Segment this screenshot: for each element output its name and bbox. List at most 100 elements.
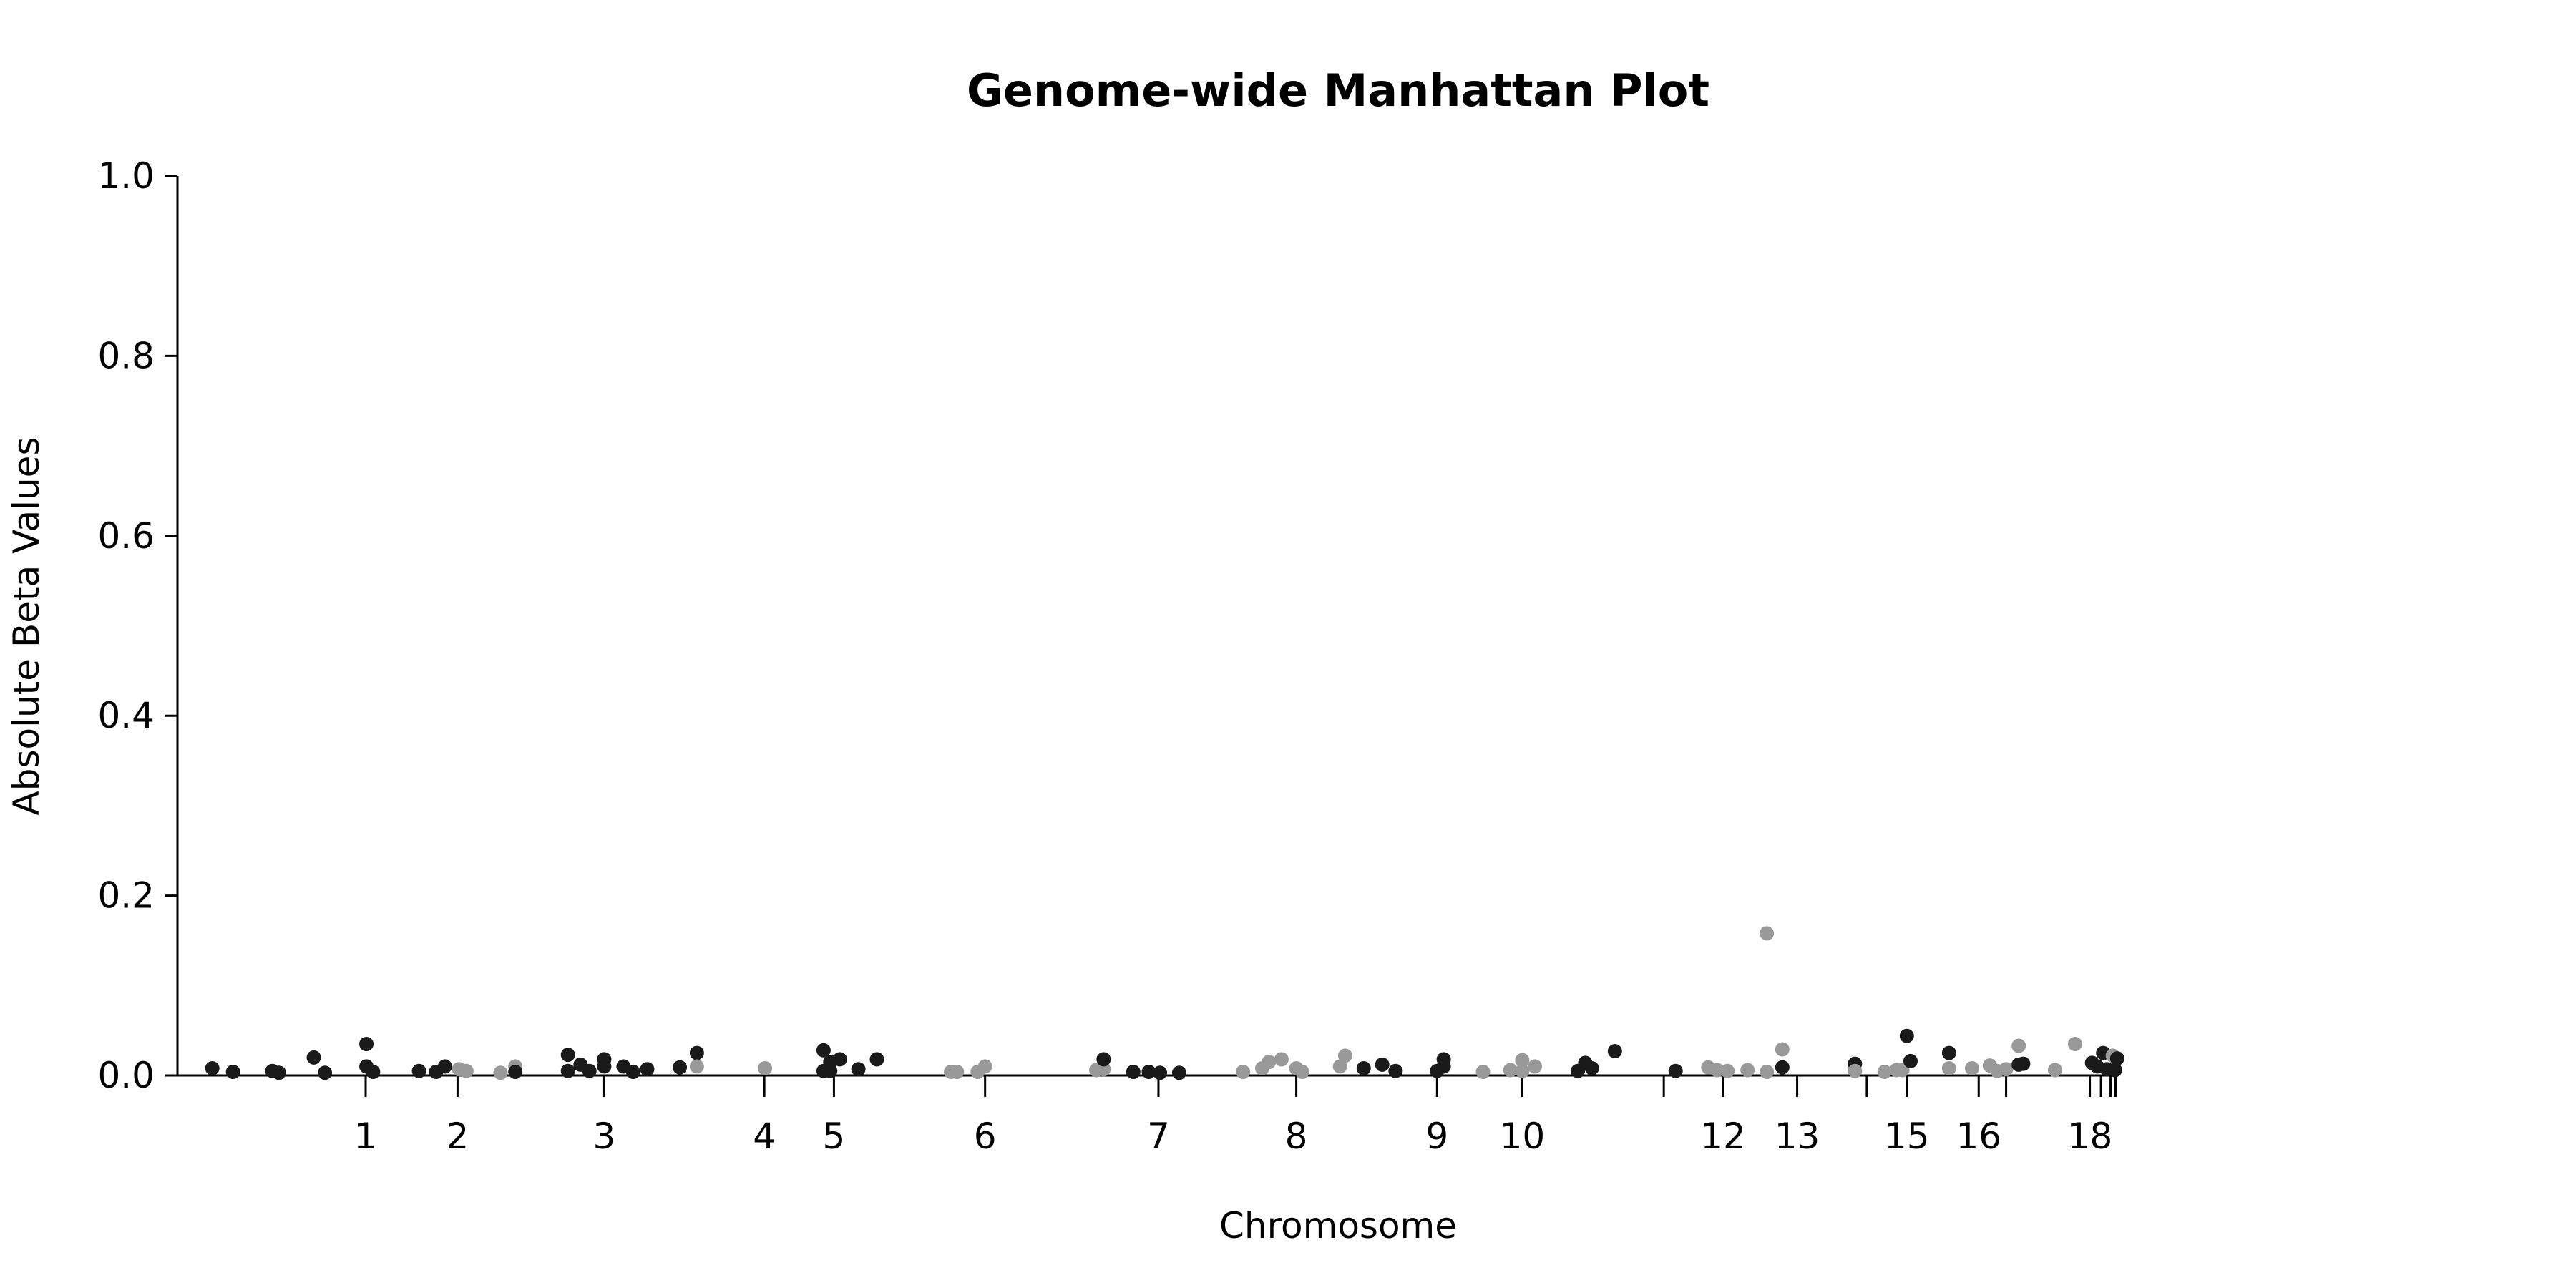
data-point: [2067, 1037, 2082, 1052]
data-point: [1760, 1064, 1775, 1079]
data-point: [1171, 1065, 1186, 1080]
data-point: [1607, 1044, 1622, 1059]
x-tick-label: 10: [1500, 1116, 1546, 1157]
data-point: [271, 1065, 286, 1080]
data-point: [1775, 1042, 1790, 1057]
x-tick-label: 16: [1956, 1116, 2001, 1157]
data-point: [2047, 1063, 2062, 1078]
data-point: [1527, 1059, 1542, 1074]
data-point: [1503, 1063, 1518, 1078]
data-point: [1899, 1028, 1914, 1043]
x-tick-label: 9: [1425, 1116, 1448, 1157]
data-point: [1294, 1064, 1309, 1079]
data-point: [1153, 1065, 1168, 1080]
x-tick-label: 3: [593, 1116, 616, 1157]
data-point: [560, 1048, 575, 1063]
data-point: [411, 1063, 426, 1078]
x-axis-label: Chromosome: [1219, 1205, 1457, 1246]
data-point: [1877, 1064, 1892, 1079]
x-tick-label: 13: [1775, 1116, 1820, 1157]
data-point: [560, 1063, 575, 1078]
data-point: [1375, 1057, 1390, 1072]
data-point: [2016, 1056, 2031, 1071]
chart-title: Genome-wide Manhattan Plot: [967, 64, 1709, 117]
data-point: [1941, 1060, 1956, 1075]
data-point: [1760, 926, 1775, 941]
x-tick-label: 1: [354, 1116, 377, 1157]
y-tick-label: 0.6: [97, 515, 155, 557]
y-tick-label: 0.2: [97, 875, 155, 917]
data-point: [1941, 1045, 1956, 1060]
data-point: [493, 1065, 508, 1080]
y-tick-label: 0.4: [97, 695, 155, 736]
x-axis: 1 2 3 4 5 6 7 8 9 10 12 13 15 16 18: [177, 1074, 2117, 1157]
x-tick-label: 6: [974, 1116, 997, 1157]
data-point: [1584, 1060, 1599, 1075]
data-point: [758, 1060, 773, 1075]
data-point: [673, 1060, 688, 1075]
data-point: [1740, 1063, 1755, 1078]
data-point: [2011, 1038, 2026, 1053]
data-point: [205, 1060, 220, 1075]
y-axis: 0.0 0.2 0.4 0.6 0.8 1.0: [97, 155, 179, 1096]
data-point: [1388, 1063, 1403, 1078]
data-point: [640, 1062, 655, 1077]
x-tick-label: 18: [2067, 1116, 2113, 1157]
data-point: [950, 1064, 965, 1079]
data-point: [1274, 1052, 1289, 1067]
data-point: [437, 1059, 452, 1074]
data-point: [359, 1037, 374, 1052]
y-tick-label: 0.0: [97, 1055, 155, 1096]
x-tick-label: 2: [447, 1116, 469, 1157]
x-tick-label: 12: [1700, 1116, 1746, 1157]
data-points: [205, 926, 2124, 1080]
data-point: [1709, 1063, 1724, 1078]
data-point: [366, 1064, 381, 1079]
data-point: [1236, 1064, 1251, 1079]
data-point: [597, 1059, 612, 1074]
data-point: [689, 1059, 704, 1074]
data-point: [1903, 1053, 1918, 1068]
data-point: [823, 1063, 838, 1078]
data-point: [1337, 1048, 1352, 1063]
data-point: [1096, 1052, 1111, 1067]
data-point: [1668, 1063, 1683, 1078]
data-point: [1356, 1060, 1371, 1075]
data-point: [1436, 1059, 1451, 1074]
data-point: [816, 1043, 831, 1058]
data-point: [582, 1063, 597, 1078]
data-point: [977, 1059, 992, 1074]
data-point: [1720, 1063, 1735, 1078]
data-point: [1332, 1059, 1347, 1074]
data-point: [1262, 1055, 1277, 1070]
data-point: [225, 1064, 240, 1079]
data-point: [832, 1052, 847, 1067]
data-point: [459, 1063, 474, 1078]
data-point: [1775, 1060, 1790, 1075]
data-point: [1141, 1064, 1156, 1079]
data-point: [625, 1064, 640, 1079]
x-tick-label: 5: [823, 1116, 846, 1157]
data-point: [2109, 1051, 2124, 1066]
data-point: [1096, 1062, 1111, 1077]
data-point: [851, 1062, 866, 1077]
data-point: [306, 1050, 321, 1065]
x-tick-label: 8: [1285, 1116, 1308, 1157]
data-point: [869, 1052, 884, 1067]
data-point: [1999, 1062, 2014, 1077]
y-tick-label: 1.0: [97, 155, 155, 197]
data-point: [1515, 1053, 1530, 1068]
data-point: [689, 1045, 704, 1060]
data-point: [1964, 1060, 1979, 1075]
data-point: [1475, 1064, 1491, 1079]
x-tick-label: 4: [753, 1116, 776, 1157]
y-axis-label: Absolute Beta Values: [6, 437, 47, 816]
data-point: [1126, 1064, 1141, 1079]
data-point: [508, 1064, 523, 1079]
data-point: [2107, 1063, 2122, 1078]
x-tick-label: 15: [1884, 1116, 1930, 1157]
x-tick-label: 7: [1147, 1116, 1170, 1157]
data-point: [1848, 1063, 1863, 1078]
data-point: [1515, 1063, 1530, 1078]
